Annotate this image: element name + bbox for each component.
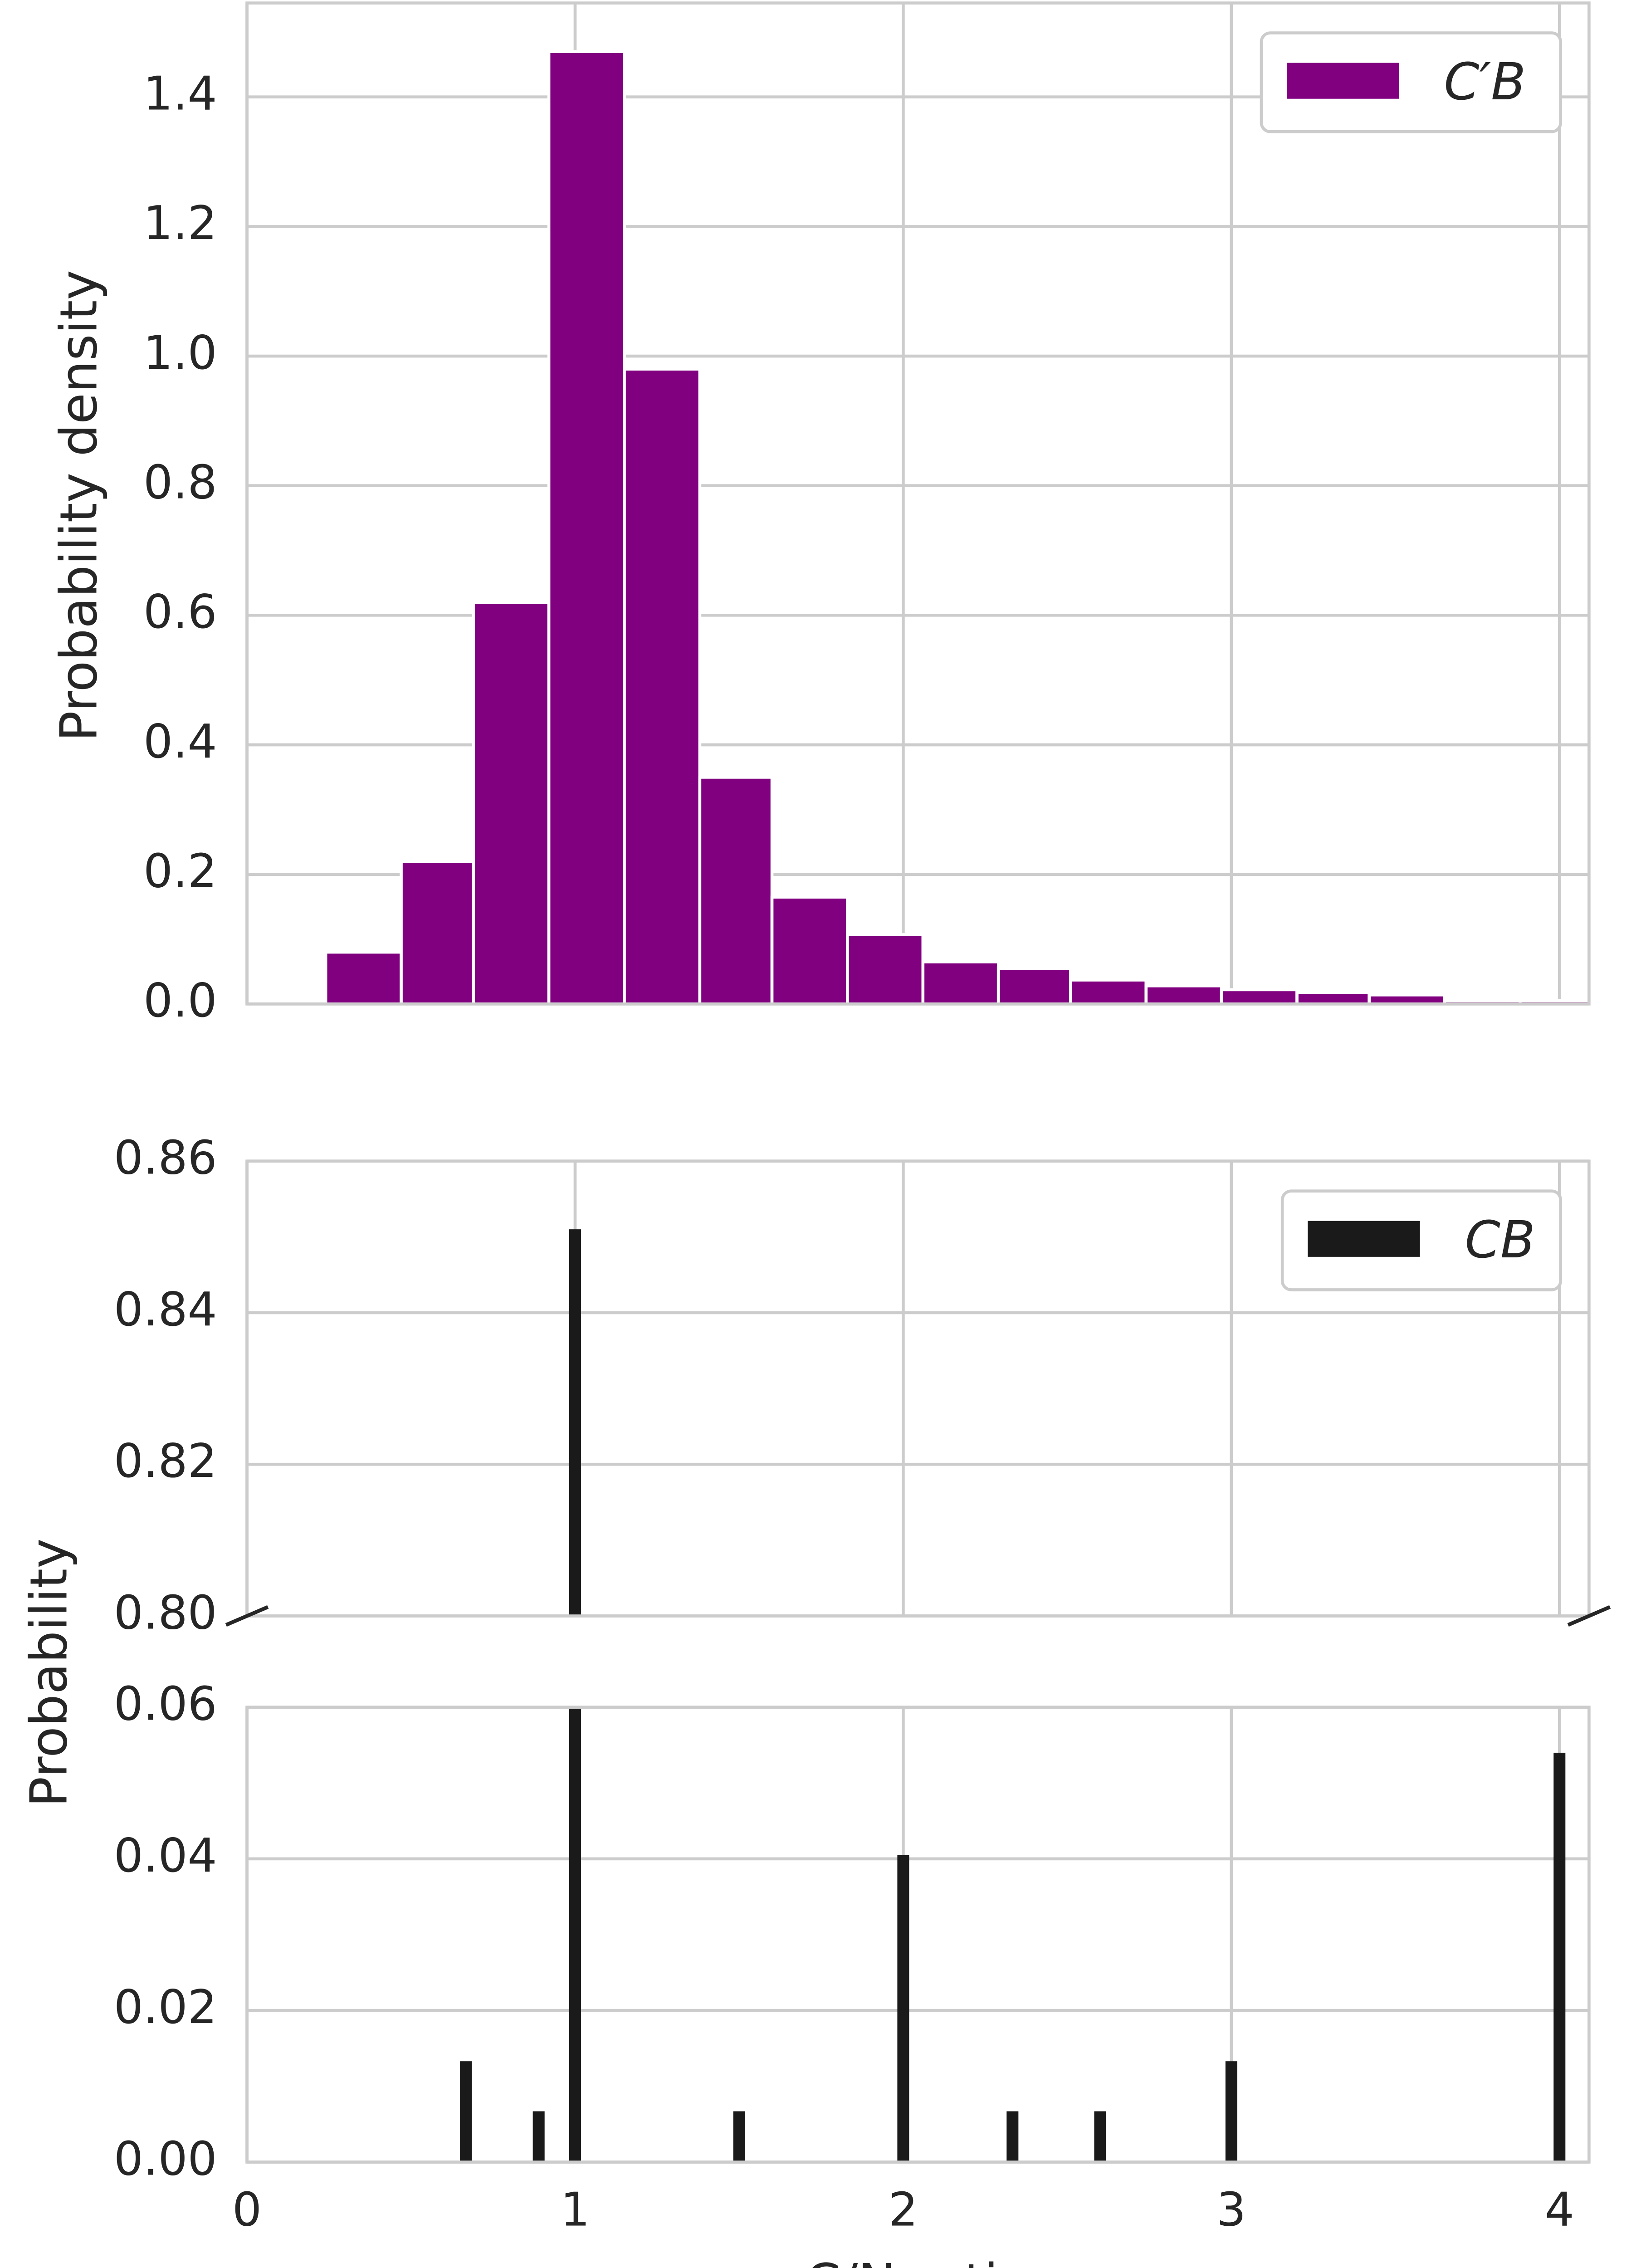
bar [733, 2111, 745, 2162]
histogram-bar [547, 50, 626, 1004]
legend-label: CB [1465, 1211, 1535, 1270]
histogram-bar [1069, 978, 1148, 1004]
bar [569, 1707, 581, 2162]
y-tick-label: 0.04 [114, 1829, 217, 1883]
histogram-bar [623, 367, 702, 1004]
histogram-bar [472, 601, 551, 1004]
bar [897, 1855, 909, 2162]
y-tick-label: 0.00 [114, 2132, 217, 2186]
legend-swatch [1287, 63, 1399, 99]
y-axis-label: Probability density [49, 270, 108, 742]
y-tick-label: 0.02 [114, 1980, 217, 2034]
x-tick-label: 0 [232, 2183, 262, 2237]
bars [569, 1229, 581, 1616]
x-tick-label: 2 [889, 2183, 918, 2237]
bar [532, 2111, 545, 2162]
histogram-bar [770, 895, 849, 1004]
y-tick-label: 0.82 [114, 1434, 217, 1488]
axis-break [225, 1605, 269, 1627]
bars [324, 50, 1589, 1004]
histogram-bar [921, 960, 1000, 1004]
histogram-bar [996, 967, 1072, 1004]
x-tick-label: 1 [560, 2183, 590, 2237]
y-tick-label: 0.06 [114, 1677, 217, 1731]
x-axis-label: C/N ratio [805, 2253, 1029, 2268]
y-tick-label: 1.2 [143, 196, 217, 250]
legend-swatch [1308, 1221, 1420, 1257]
axes-frame [245, 1, 1591, 1006]
bar [1553, 1752, 1566, 2162]
histogram-bar [1519, 999, 1589, 1004]
axis-break [1567, 1605, 1611, 1627]
histogram-bar [400, 860, 475, 1004]
y-tick-label: 0.86 [114, 1131, 217, 1185]
bar [1006, 2111, 1019, 2162]
histogram-bar [698, 776, 774, 1004]
legend-box [1260, 31, 1563, 133]
y-tick-label: 1.0 [143, 326, 217, 380]
y-tick-label: 0.80 [114, 1586, 217, 1640]
y-axis-label: Probability [20, 1538, 78, 1807]
axes-frame [245, 1706, 1591, 2164]
x-tick-label: 4 [1545, 2183, 1574, 2237]
bar [569, 1229, 581, 1616]
legend-box [1280, 1189, 1563, 1291]
y-tick-label: 0.8 [143, 456, 217, 510]
y-tick-label: 0.6 [143, 585, 217, 639]
x-tick-label: 3 [1216, 2183, 1246, 2237]
bar [1094, 2111, 1106, 2162]
grid-layer [245, 3, 1589, 2164]
bar [460, 2061, 472, 2162]
y-tick-label: 0.2 [143, 845, 217, 899]
y-tick-label: 0.4 [143, 715, 217, 769]
front-layer: 0.0 0.2 0.4 0.6 0.8 1.0 1.2 1.4 C′B 0.80 0.82 0.84 0… [114, 1, 1611, 2237]
histogram-bar [1144, 984, 1223, 1004]
y-tick-label: 0.0 [143, 974, 217, 1028]
histogram-bar [1220, 988, 1299, 1004]
bars [460, 1707, 1566, 2162]
bar [1225, 2061, 1237, 2162]
axes-frame [245, 1159, 1591, 1618]
y-tick-label: 1.4 [143, 67, 217, 121]
y-tick-label: 0.84 [114, 1283, 217, 1337]
histogram-bar [324, 950, 403, 1004]
histogram-bar [1295, 991, 1371, 1004]
histogram-bar [846, 933, 925, 1004]
legend-label: C′B [1444, 53, 1526, 112]
marks-layer [324, 50, 1589, 2162]
